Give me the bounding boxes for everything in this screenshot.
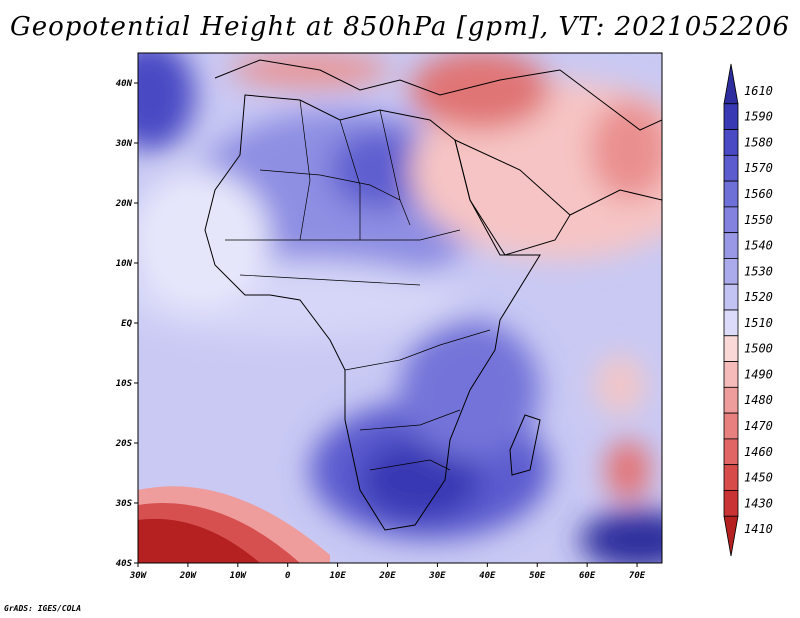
lat-tick-label: 40S <box>116 559 133 569</box>
colorbar-level-label: 1570 <box>744 161 773 175</box>
colorbar-level-label: 1540 <box>744 239 773 253</box>
colorbar-swatch <box>723 129 739 156</box>
colorbar-cap-bottom <box>723 515 739 557</box>
colorbar-level-label: 1510 <box>744 316 773 330</box>
colorbar-swatch <box>723 361 739 388</box>
colorbar-level-label: 1450 <box>744 471 773 485</box>
colorbar-swatch <box>723 258 739 285</box>
colorbar-swatch <box>723 490 739 517</box>
lat-tick-label: EQ <box>121 319 132 329</box>
plot-frame <box>137 52 663 564</box>
colorbar-swatch <box>723 103 739 130</box>
lon-tick-label: 30W <box>129 571 148 581</box>
latitude-axis: 40S 30S 20S 10S EQ 10N 20N 30N 40N <box>115 79 138 569</box>
colorbar-level-label: 1610 <box>744 84 773 98</box>
colorbar-swatch <box>723 309 739 337</box>
lat-tick-label: 20N <box>115 199 133 209</box>
lon-tick-label: 70E <box>629 571 646 581</box>
lon-tick-label: 20W <box>179 571 198 581</box>
colorbar-swatch <box>723 232 739 259</box>
colorbar-level-label: 1410 <box>744 522 773 536</box>
lat-tick-label: 30N <box>115 139 133 149</box>
colorbar-level-label: 1470 <box>744 419 773 433</box>
colorbar-swatch <box>723 283 739 311</box>
lon-tick-label: 10W <box>230 571 248 581</box>
lon-tick-label: 50E <box>529 571 546 581</box>
lat-tick-label: 30S <box>115 499 133 509</box>
lon-tick-label: 20E <box>378 571 396 581</box>
colorbar: 1610 1590 1580 1570 1560 1550 1540 1530 1520 1510… <box>723 63 773 557</box>
lon-tick-label: 0 <box>285 571 291 581</box>
longitude-axis: 30W 20W 10W 0 10E 20E 30E 40E 50E 60E 70E <box>129 563 646 581</box>
colorbar-level-label: 1490 <box>744 367 773 381</box>
colorbar-level-label: 1480 <box>744 393 773 407</box>
colorbar-swatch <box>723 335 739 362</box>
colorbar-level-label: 1550 <box>744 213 773 227</box>
lat-tick-label: 10N <box>116 259 133 269</box>
lon-tick-label: 40E <box>479 571 496 581</box>
colorbar-swatch <box>723 464 739 491</box>
lon-tick-label: 10E <box>329 571 346 581</box>
colorbar-level-label: 1560 <box>744 187 773 201</box>
colorbar-swatch <box>723 386 739 414</box>
colorbar-level-label: 1520 <box>744 290 773 304</box>
lon-tick-label: 60E <box>579 571 596 581</box>
colorbar-cap-top <box>723 63 739 105</box>
lat-tick-label: 40N <box>116 79 133 89</box>
colorbar-level-label: 1530 <box>744 264 773 278</box>
lat-tick-label: 10S <box>116 379 133 389</box>
country-borders <box>225 99 491 471</box>
lat-tick-label: 20S <box>115 439 133 449</box>
colorbar-swatch <box>723 206 739 234</box>
coastlines <box>204 59 662 531</box>
colorbar-level-label: 1430 <box>744 496 773 510</box>
colorbar-swatch <box>723 438 739 466</box>
colorbar-swatch <box>723 154 739 182</box>
shaded-field <box>138 53 662 563</box>
colorbar-level-label: 1460 <box>744 445 773 459</box>
grads-credit: GrADS: IGES/COLA <box>4 604 82 613</box>
colorbar-level-label: 1580 <box>744 135 773 149</box>
colorbar-level-label: 1500 <box>744 342 773 356</box>
colorbar-level-label: 1590 <box>744 110 773 124</box>
colorbar-swatch <box>723 412 739 440</box>
map-title: Geopotential Height at 850hPa [gpm], VT:… <box>9 12 791 42</box>
colorbar-swatch <box>723 180 739 208</box>
lon-tick-label: 30E <box>428 571 446 581</box>
